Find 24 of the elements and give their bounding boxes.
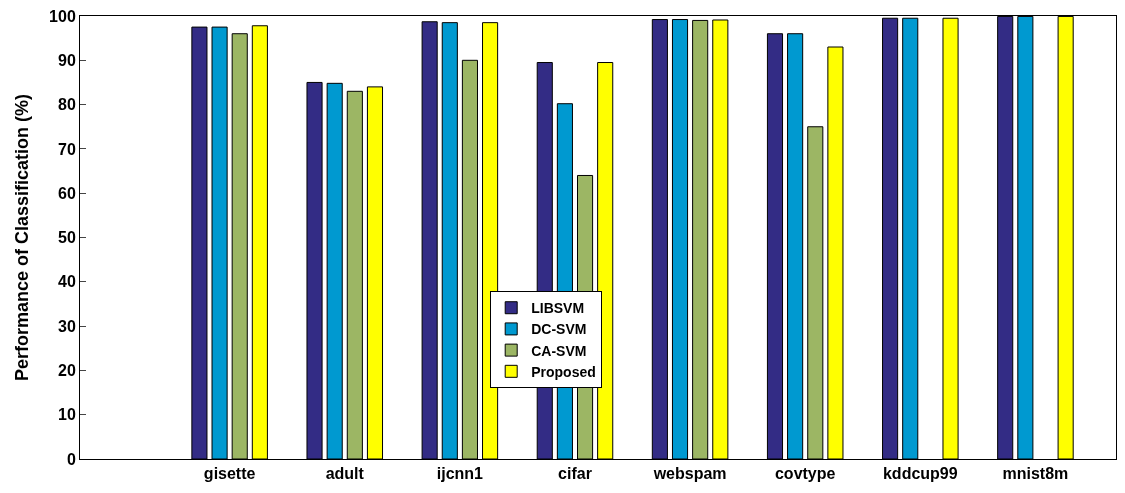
x-tick-label: adult — [325, 465, 365, 483]
y-tick-label: 90 — [58, 51, 76, 69]
y-tick-label: 60 — [58, 184, 76, 202]
legend-label: DC-SVM — [531, 321, 587, 338]
x-tick-label: ijcnn1 — [436, 465, 484, 483]
x-tick-label: covtype — [774, 465, 836, 483]
x-tick-label: kddcup99 — [882, 465, 958, 483]
y-tick-label: 0 — [66, 450, 76, 468]
y-axis-title: Performance of Classification (%) — [12, 93, 33, 382]
y-tick-label: 20 — [58, 362, 76, 379]
y-tick-label: 50 — [58, 229, 76, 247]
y-tick-label: 80 — [58, 96, 76, 114]
y-tick-label: 10 — [58, 406, 76, 424]
y-tick-label: 70 — [58, 140, 76, 158]
legend-label: CA-SVM — [531, 342, 587, 359]
y-tick-label: 40 — [58, 273, 76, 291]
x-tick-label: gisette — [203, 465, 256, 483]
y-tick-label: 100 — [49, 7, 76, 25]
x-tick-label: webspam — [652, 465, 727, 483]
legend-label: LIBSVM — [531, 300, 585, 317]
x-tick-label: mnist8m — [1002, 465, 1069, 483]
y-tick-label: 30 — [58, 317, 76, 335]
x-tick-label: cifar — [558, 465, 592, 483]
legend-label: Proposed — [531, 363, 596, 380]
